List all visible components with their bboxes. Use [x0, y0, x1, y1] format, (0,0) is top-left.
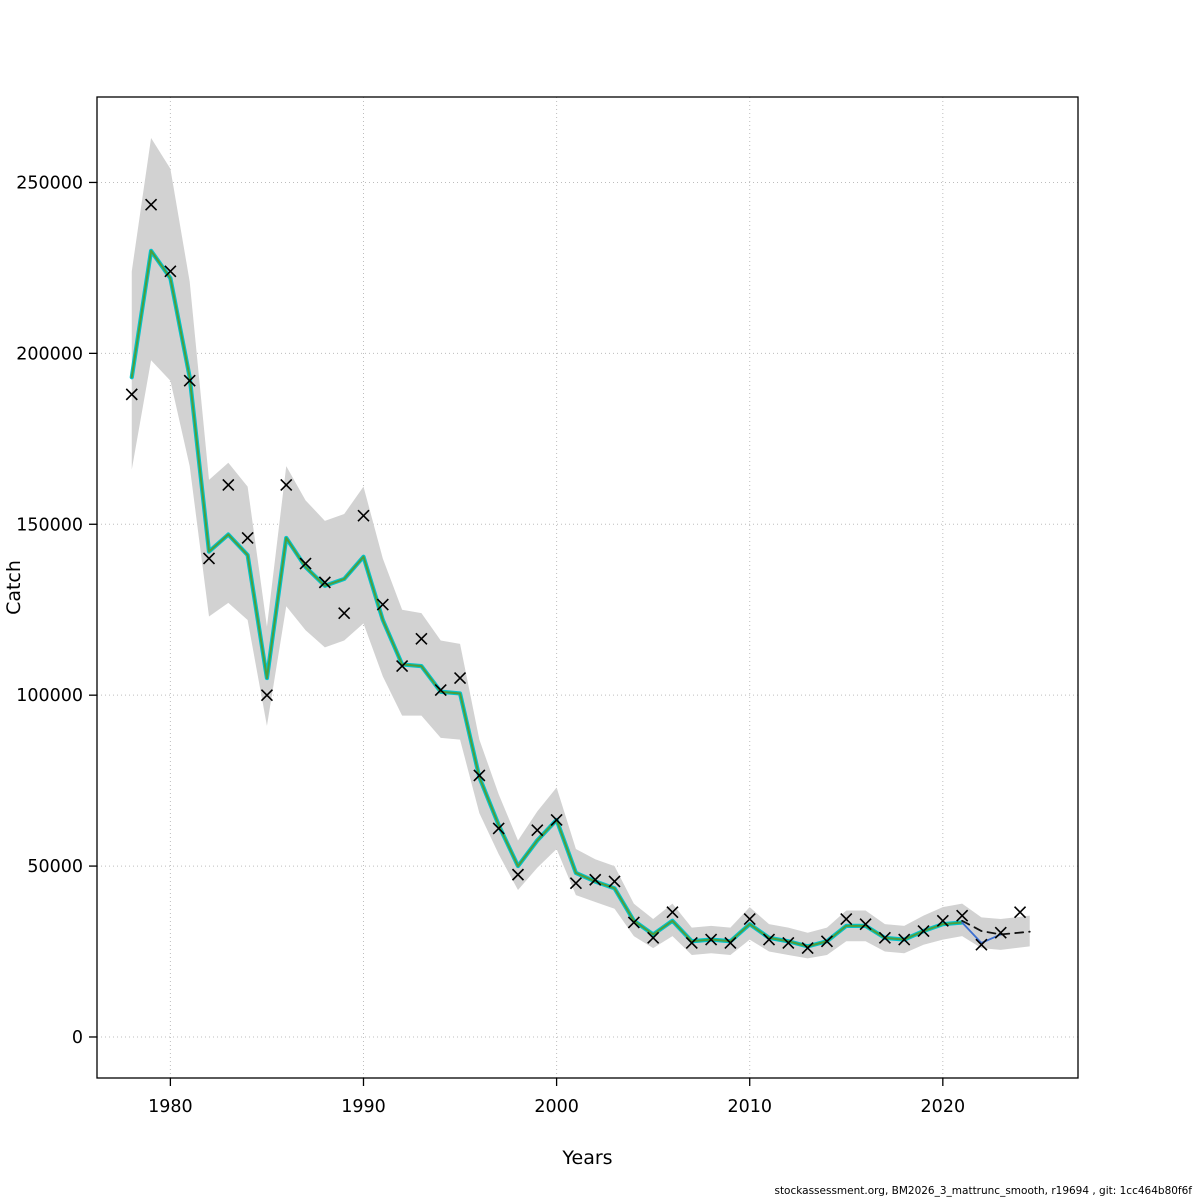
fit-line	[130, 249, 964, 948]
observed-marker	[183, 374, 196, 387]
observed-marker	[318, 576, 331, 589]
observed-marker	[222, 478, 235, 492]
x-tick-label: 2000	[534, 1097, 579, 1117]
observed-marker	[396, 660, 409, 673]
observed-marker	[241, 531, 254, 545]
observed-marker	[299, 557, 312, 570]
observed-marker	[782, 936, 795, 950]
observed-marker	[724, 936, 737, 950]
observed-marker	[1014, 906, 1027, 919]
run-info-footer: stockassessment.org, BM2026_3_mattrunc_s…	[774, 1185, 1192, 1197]
observed-marker	[859, 918, 872, 931]
observed-marker	[453, 672, 467, 685]
observed-marker	[820, 935, 834, 948]
observed-marker	[164, 265, 177, 278]
observed-marker	[492, 822, 505, 835]
observed-marker	[338, 607, 351, 620]
observed-marker	[994, 926, 1007, 939]
observed-marker	[936, 914, 949, 927]
observed-marker	[531, 824, 544, 837]
forecast-line	[961, 919, 1031, 936]
plot-border	[96, 96, 1079, 1079]
y-tick-label: 50000	[27, 857, 83, 877]
y-tick-label: 200000	[16, 344, 83, 364]
observed-marker	[473, 769, 486, 782]
x-tick-label: 1980	[148, 1097, 193, 1117]
observed-marker	[550, 813, 563, 826]
y-tick-label: 100000	[16, 686, 83, 706]
observed-marker	[647, 931, 660, 944]
observed-marker	[917, 924, 930, 938]
observed-marker	[840, 912, 853, 926]
observed-marker	[260, 689, 274, 702]
observed-marker	[743, 912, 756, 926]
x-axis-title: Years	[561, 1147, 612, 1169]
observed-marker	[608, 875, 621, 888]
observed-marker	[511, 868, 525, 881]
x-tick-label: 2010	[727, 1097, 772, 1117]
confidence-band	[131, 138, 1030, 959]
observed-marker	[956, 909, 969, 922]
observed-marker	[685, 936, 698, 950]
y-tick-label: 250000	[16, 173, 83, 193]
y-tick-label: 150000	[16, 515, 83, 535]
observed-marker	[975, 938, 988, 951]
observed-marker	[627, 916, 640, 929]
observed-marker	[569, 877, 582, 890]
observed-marker	[145, 198, 158, 211]
observed-marker	[705, 933, 718, 946]
observed-marker	[801, 942, 814, 955]
recent-line	[961, 921, 1002, 944]
observed-marker	[898, 933, 911, 946]
observed-marker	[434, 683, 447, 697]
observed-marker	[125, 388, 138, 401]
observed-marker	[762, 933, 776, 946]
y-tick-label: 0	[72, 1028, 83, 1048]
observed-marker	[415, 632, 428, 645]
observed-marker	[376, 598, 389, 611]
observed-marker	[589, 873, 602, 886]
x-tick-label: 1990	[341, 1097, 386, 1117]
observed-marker	[357, 509, 370, 522]
observed-marker	[666, 906, 679, 919]
y-axis-title: Catch	[3, 560, 25, 615]
x-tick-label: 2020	[921, 1097, 966, 1117]
observed-marker	[202, 552, 216, 565]
observed-marker	[878, 931, 891, 944]
observed-marker	[280, 478, 293, 492]
